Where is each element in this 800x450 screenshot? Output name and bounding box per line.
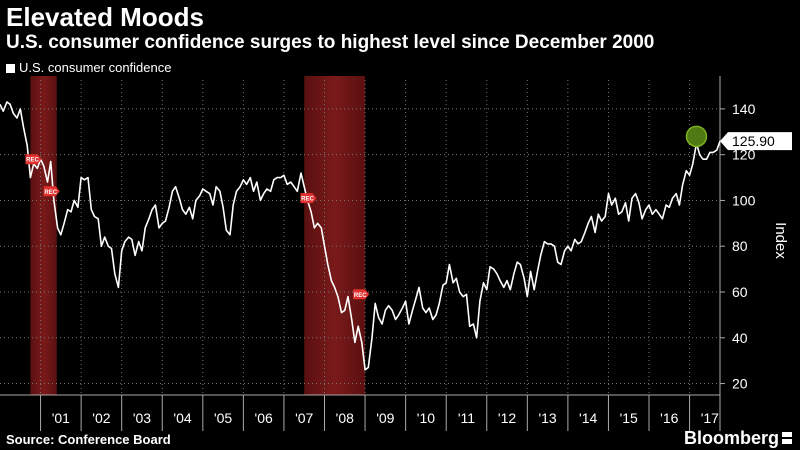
y-tick-label-3: 80 bbox=[732, 238, 748, 254]
source-note: Source: Conference Board bbox=[6, 432, 171, 447]
x-tick-label-13: '14 bbox=[579, 410, 597, 426]
recession-marker-shape-2 bbox=[300, 193, 317, 204]
y-tick-label-4: 100 bbox=[732, 192, 756, 208]
recession-marker-label-1: REC bbox=[44, 190, 57, 196]
y-tick-label-2: 60 bbox=[732, 284, 748, 300]
highlight-point bbox=[685, 125, 708, 148]
x-tick-label-10: '11 bbox=[458, 410, 475, 426]
recession-marker-0: REC bbox=[25, 154, 42, 165]
recession-marker-label-2: REC bbox=[301, 197, 314, 203]
recession-marker-2: REC bbox=[300, 193, 317, 204]
recession-marker-3: REC bbox=[353, 289, 370, 300]
y-tick-label-0: 20 bbox=[732, 376, 748, 392]
last-value-label: 125.90 bbox=[732, 133, 775, 149]
x-tick-label-5: '06 bbox=[255, 410, 273, 426]
x-tick-label-12: '13 bbox=[538, 410, 556, 426]
recession-band-1 bbox=[304, 76, 366, 395]
x-tick-label-9: '10 bbox=[417, 410, 435, 426]
series-line-0 bbox=[0, 101, 721, 371]
recession-marker-label-3: REC bbox=[354, 293, 367, 299]
x-tick-label-4: '05 bbox=[214, 410, 232, 426]
recession-marker-shape-1 bbox=[43, 186, 60, 197]
last-value-box bbox=[720, 132, 792, 151]
y-axis-label: Index bbox=[772, 222, 789, 259]
legend: U.S. consumer confidence bbox=[6, 60, 171, 76]
bloomberg-terminal-icon bbox=[782, 432, 792, 444]
x-tick-label-14: '15 bbox=[620, 410, 638, 426]
recession-marker-shape-3 bbox=[353, 289, 370, 300]
x-tick-label-1: '02 bbox=[92, 410, 110, 426]
x-tick-label-8: '09 bbox=[376, 410, 394, 426]
x-tick-label-6: '07 bbox=[295, 410, 313, 426]
x-tick-label-2: '03 bbox=[133, 410, 151, 426]
chart-subtitle: U.S. consumer confidence surges to highe… bbox=[6, 32, 655, 53]
y-tick-label-5: 120 bbox=[732, 147, 756, 163]
legend-swatch bbox=[6, 63, 15, 73]
brand-logo: Bloomberg bbox=[684, 428, 792, 448]
chart-title: Elevated Moods bbox=[6, 2, 204, 32]
x-tick-label-15: '16 bbox=[660, 410, 678, 426]
x-tick-label-11: '12 bbox=[498, 410, 516, 426]
x-tick-label-3: '04 bbox=[173, 410, 191, 426]
recession-marker-shape-0 bbox=[25, 154, 42, 165]
brand-name: Bloomberg bbox=[683, 428, 779, 448]
recession-band-0 bbox=[30, 76, 57, 395]
recession-marker-1: REC bbox=[43, 186, 60, 197]
x-tick-label-7: '08 bbox=[336, 410, 354, 426]
x-tick-label-0: '01 bbox=[52, 410, 70, 426]
y-tick-label-1: 40 bbox=[732, 330, 748, 346]
last-value-tag: 125.90 bbox=[720, 132, 792, 151]
x-tick-label-16: '17 bbox=[701, 410, 719, 426]
y-tick-label-6: 140 bbox=[732, 101, 756, 117]
recession-marker-label-0: REC bbox=[26, 158, 39, 164]
legend-label: U.S. consumer confidence bbox=[19, 60, 172, 75]
